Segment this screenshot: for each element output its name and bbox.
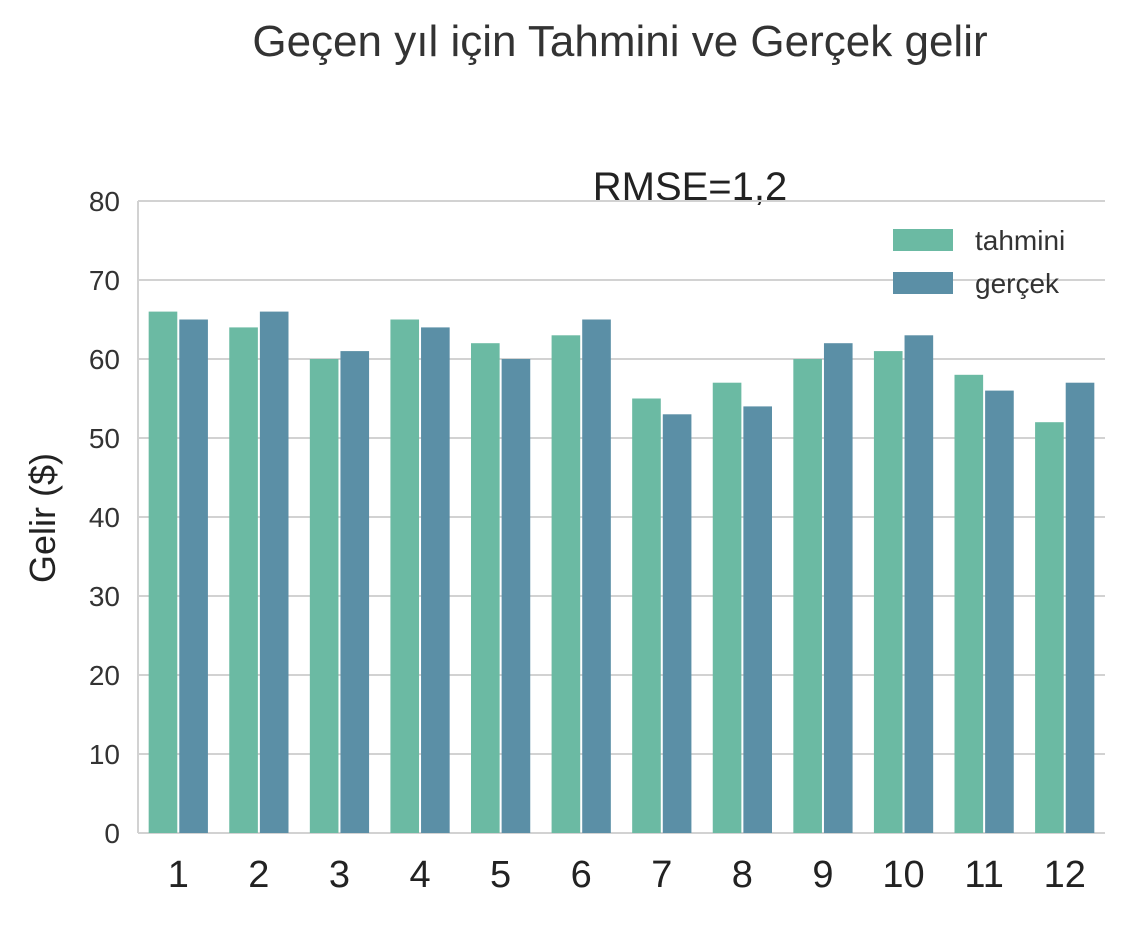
x-tick-label: 8: [732, 854, 753, 896]
y-tick-label: 20: [89, 660, 120, 691]
bars: [148, 311, 1095, 834]
chart-title: Geçen yıl için Tahmini ve Gerçek gelir: [252, 17, 987, 66]
chart-subtitle: RMSE=1,2: [593, 165, 788, 209]
x-tick-label: 12: [1044, 854, 1086, 896]
y-tick-labels: 0 10 20 30 40 50 60 70 80: [89, 186, 120, 849]
bar-gercek-6: [582, 319, 611, 833]
bar-gercek-11: [985, 390, 1014, 833]
y-tick-label: 0: [104, 818, 120, 849]
x-tick-label: 3: [329, 854, 350, 896]
bar-gercek-2: [259, 311, 289, 834]
bar-tahmini-7: [632, 398, 661, 833]
x-tick-label: 9: [812, 854, 833, 896]
x-tick-label: 1: [168, 854, 189, 896]
bar-tahmini-4: [390, 319, 420, 833]
y-tick-label: 80: [89, 186, 120, 217]
y-tick-label: 60: [89, 344, 120, 375]
x-tick-label: 7: [651, 854, 672, 896]
gridlines: [137, 200, 1105, 834]
bar-tahmini-2: [229, 327, 258, 833]
y-tick-label: 30: [89, 581, 120, 612]
bar-gercek-3: [340, 351, 370, 833]
bar-tahmini-10: [873, 351, 903, 833]
bar-tahmini-5: [471, 343, 500, 833]
bar-tahmini-12: [1035, 422, 1064, 833]
x-tick-label: 2: [248, 854, 269, 896]
bar-tahmini-6: [551, 335, 581, 833]
y-tick-label: 10: [89, 739, 120, 770]
x-tick-labels: 1 2 3 4 5 6 7 8 9 10 11 12: [168, 854, 1086, 896]
legend-swatch-gercek: [893, 272, 953, 294]
bar-gercek-10: [904, 335, 934, 833]
y-axis-label: Gelir ($): [22, 453, 63, 583]
legend-label-tahmini: tahmini: [975, 225, 1065, 256]
bar-gercek-4: [421, 327, 450, 833]
bar-gercek-7: [662, 414, 692, 833]
x-tick-label: 5: [490, 854, 511, 896]
bar-gercek-1: [179, 319, 208, 833]
y-tick-label: 50: [89, 423, 120, 454]
bar-gercek-12: [1065, 382, 1095, 833]
y-tick-label: 70: [89, 265, 120, 296]
bar-tahmini-9: [793, 359, 822, 833]
x-tick-label: 6: [571, 854, 592, 896]
bar-tahmini-11: [954, 374, 984, 833]
bar-gercek-8: [743, 406, 772, 833]
bar-tahmini-3: [309, 359, 339, 833]
x-tick-label: 4: [409, 854, 430, 896]
legend-label-gercek: gerçek: [975, 268, 1060, 299]
x-tick-label: 10: [882, 854, 924, 896]
bar-tahmini-8: [712, 382, 742, 833]
y-tick-label: 40: [89, 502, 120, 533]
legend-swatch-tahmini: [893, 229, 953, 251]
bar-tahmini-1: [148, 311, 178, 834]
x-tick-label: 11: [964, 854, 1003, 896]
bar-gercek-9: [823, 343, 853, 833]
bar-gercek-5: [501, 359, 531, 833]
legend: tahmini gerçek: [893, 225, 1065, 299]
